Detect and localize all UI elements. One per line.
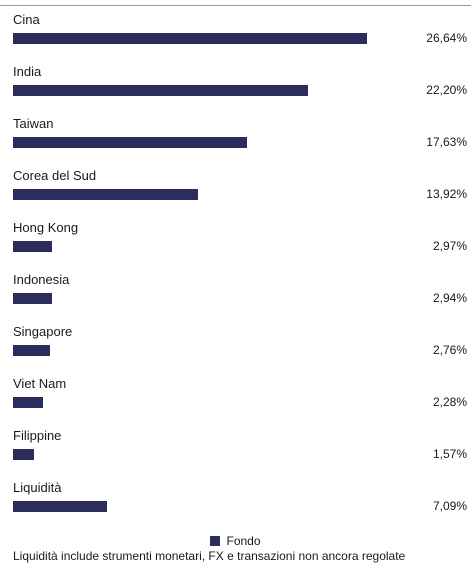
bar-value-label: 2,97% [432,239,467,253]
bar [13,293,52,304]
bar-row: Filippine 1,57% [0,424,471,476]
legend-label-fondo: Fondo [226,534,261,548]
bar-value-label: 2,28% [432,395,467,409]
bar-label: India [13,64,42,79]
bar-row: Indonesia 2,94% [0,268,471,320]
footnote: Liquidità include strumenti monetari, FX… [13,549,406,563]
bar-label: Liquidità [13,480,62,495]
bar [13,85,308,96]
bar-row: Viet Nam 2,28% [0,372,471,424]
bar [13,449,34,460]
bar-label: Corea del Sud [13,168,97,183]
bar-label: Indonesia [13,272,70,287]
bar-label: Filippine [13,428,62,443]
bar-value-label: 1,57% [432,447,467,461]
bar-label: Singapore [13,324,73,339]
bar [13,189,198,200]
bar-row: India 22,20% [0,60,471,112]
bar [13,137,247,148]
bar-value-label: 22,20% [426,83,467,97]
bar-row: Taiwan 17,63% [0,112,471,164]
bar-label: Cina [13,12,40,27]
bar-label: Hong Kong [13,220,79,235]
bar-label: Viet Nam [13,376,67,391]
bar [13,33,367,44]
bar-row: Corea del Sud 13,92% [0,164,471,216]
bar-value-label: 13,92% [426,187,467,201]
bar [13,345,50,356]
bar-row: Liquidità 7,09% [0,476,471,528]
top-divider [0,5,471,6]
bar-value-label: 7,09% [432,499,467,513]
bar [13,241,52,252]
bar-row: Hong Kong 2,97% [0,216,471,268]
bar [13,397,43,408]
bar-value-label: 2,94% [432,291,467,305]
bar-value-label: 17,63% [426,135,467,149]
bar [13,501,107,512]
legend-swatch-fondo [210,536,221,546]
legend: Fondo [0,534,471,548]
bar-value-label: 2,76% [432,343,467,357]
bar-label: Taiwan [13,116,54,131]
bar-row: Singapore 2,76% [0,320,471,372]
bar-value-label: 26,64% [426,31,467,45]
bar-row: Cina 26,64% [0,8,471,60]
